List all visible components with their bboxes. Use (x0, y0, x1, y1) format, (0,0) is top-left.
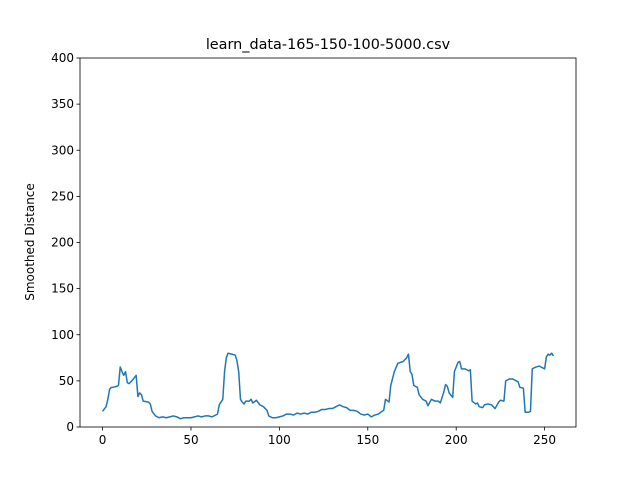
y-tick-label: 350 (51, 97, 74, 111)
y-tick-label: 150 (51, 282, 74, 296)
y-axis-label: Smoothed Distance (23, 183, 37, 301)
y-tick-label: 100 (51, 328, 74, 342)
x-tick-label: 100 (268, 433, 291, 447)
x-tick-label: 150 (356, 433, 379, 447)
y-tick-label: 50 (59, 374, 74, 388)
y-tick-label: 300 (51, 143, 74, 157)
axes-frame (79, 57, 577, 428)
y-tick-label: 400 (51, 51, 74, 65)
x-tick-label: 50 (183, 433, 198, 447)
data-line (101, 352, 555, 420)
x-tick-label: 250 (533, 433, 556, 447)
y-tick-label: 250 (51, 189, 74, 203)
y-tick-label: 200 (51, 236, 74, 250)
x-tick-label: 0 (99, 433, 107, 447)
y-tick-label: 0 (66, 420, 74, 434)
x-tick-label: 200 (445, 433, 468, 447)
chart-title: learn_data-165-150-100-5000.csv (206, 37, 451, 53)
